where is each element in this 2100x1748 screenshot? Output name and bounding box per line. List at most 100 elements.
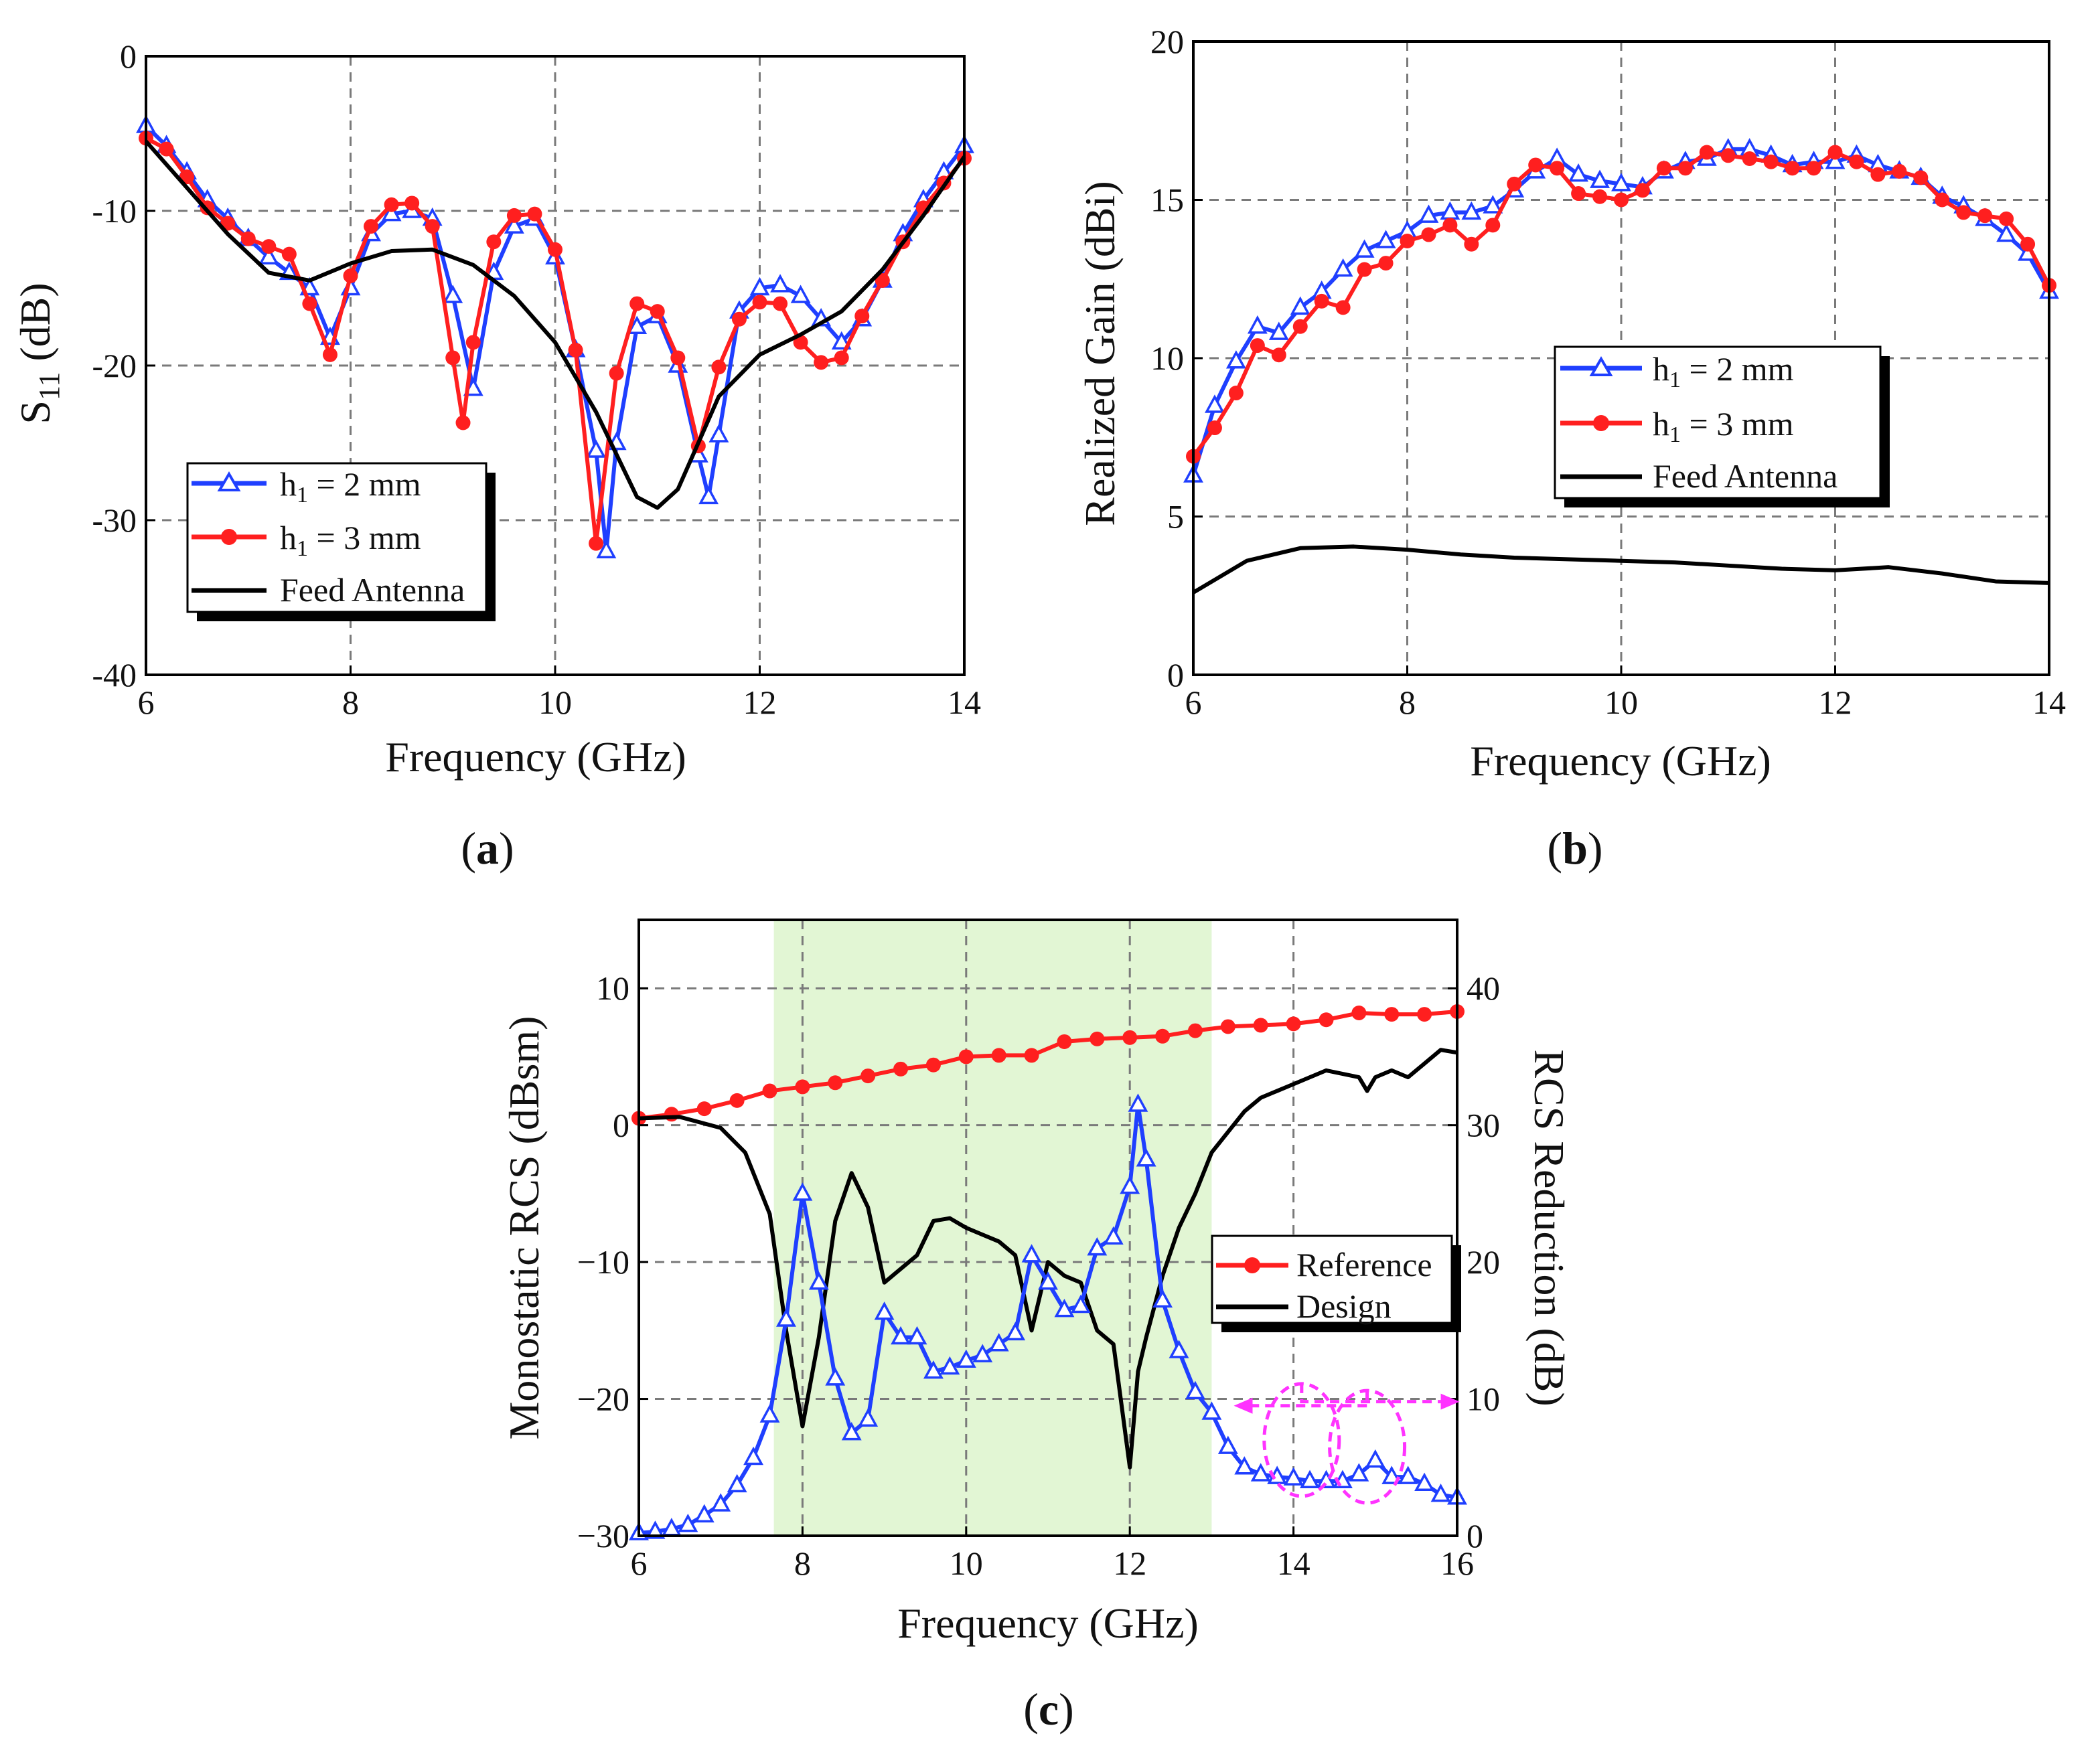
- data-point-h1-3-mm: [343, 268, 358, 284]
- data-point-h1-2-mm: [1590, 169, 1610, 188]
- data-point-h1-2-mm: [504, 215, 524, 234]
- data-point-h1-3-mm: [527, 206, 542, 222]
- x-tick-label: 12: [743, 684, 777, 721]
- y-tick-label: -10: [92, 192, 137, 230]
- x-tick-label: 10: [950, 1544, 983, 1582]
- data-point-h1-3-mm: [589, 536, 604, 551]
- legend-b: h1 = 2 mm h1 = 3 mm Feed Antenna: [1554, 345, 1890, 507]
- data-point-rcs-reduction: [1250, 1463, 1271, 1482]
- series-line-feed-antenna: [1192, 544, 2050, 594]
- data-point-h1-3-mm: [1271, 347, 1286, 363]
- data-point-h1-3-mm: [568, 342, 583, 357]
- annotation-arrowhead: [1233, 1397, 1253, 1414]
- data-point-rcs-reduction: [1169, 1340, 1189, 1358]
- data-point-rcs-reduction: [1054, 1299, 1075, 1318]
- legend-marker-circle-b: [1593, 415, 1609, 431]
- data-point-rcs-reduction: [1398, 1465, 1418, 1484]
- data-point-h1-3-mm: [1207, 420, 1222, 436]
- data-point-rcs-reduction: [1381, 1465, 1402, 1484]
- data-point-rcs-reduction: [1430, 1484, 1451, 1502]
- data-point-h1-3-mm: [854, 309, 870, 324]
- data-point-rcs-reduction: [1136, 1148, 1156, 1167]
- annotation-arrow-line: [1300, 1383, 1441, 1404]
- x-axis-label-b: Frequency (GHz): [1470, 737, 1771, 785]
- series-a: [136, 114, 974, 558]
- data-point-h1-3-mm: [1421, 227, 1436, 242]
- data-point-rcs-reduction: [1005, 1322, 1026, 1341]
- annotation-arrowhead: [1440, 1393, 1460, 1410]
- y-right-tick-label: 20: [1467, 1243, 1500, 1281]
- data-point-reference: [893, 1061, 909, 1077]
- series-line-feed-antenna: [144, 140, 966, 510]
- data-point-h1-3-mm: [548, 242, 562, 257]
- legend-a: h1 = 2 mm h1 = 3 mm Feed Antenna: [186, 462, 496, 621]
- data-point-h1-3-mm: [1870, 167, 1886, 182]
- data-point-reference: [1351, 1006, 1367, 1021]
- data-point-h1-3-mm: [650, 304, 665, 319]
- data-point-rcs-reduction: [1152, 1289, 1173, 1308]
- x-tick-label: 10: [1604, 684, 1638, 721]
- data-point-h1-2-mm: [1825, 151, 1846, 169]
- data-point-h1-3-mm: [1400, 233, 1415, 248]
- legend-label-feed-antenna-a: Feed Antenna: [280, 571, 465, 609]
- data-point-h1-2-mm: [1568, 163, 1589, 182]
- y-right-tick-label: 40: [1467, 969, 1500, 1007]
- data-point-reference: [991, 1048, 1006, 1063]
- y-tick-label: -30: [92, 501, 137, 539]
- data-point-rcs-reduction: [858, 1408, 879, 1427]
- data-point-reference: [795, 1079, 810, 1095]
- data-point-h1-3-mm: [814, 355, 829, 370]
- data-point-h1-3-mm: [1292, 319, 1308, 334]
- grid-a: [146, 56, 964, 675]
- data-point-rcs-reduction: [1038, 1271, 1058, 1290]
- data-point-h1-3-mm: [1785, 161, 1800, 176]
- y-tick-label: 10: [596, 969, 629, 1007]
- y-right-tick-label: 0: [1467, 1517, 1483, 1555]
- data-point-h1-3-mm: [1550, 161, 1565, 176]
- data-point-reference: [860, 1068, 876, 1084]
- data-point-rcs-reduction: [907, 1326, 927, 1345]
- data-point-h1-2-mm: [1268, 321, 1289, 340]
- data-point-h1-2-mm: [770, 274, 790, 293]
- data-point-h1-3-mm: [1913, 170, 1929, 185]
- series-line-design: [638, 1048, 1458, 1469]
- data-point-h1-3-mm: [793, 335, 808, 350]
- data-point-h1-2-mm: [1225, 350, 1246, 369]
- data-point-rcs-reduction: [841, 1422, 862, 1441]
- data-point-rcs-reduction: [891, 1326, 911, 1345]
- x-tick-label: 6: [1185, 684, 1202, 721]
- data-point-h1-3-mm: [281, 246, 297, 262]
- data-point-rcs-reduction: [792, 1182, 813, 1201]
- y-tick-label: −20: [577, 1380, 629, 1418]
- legend-label-design-c: Design: [1296, 1287, 1392, 1325]
- data-point-h1-3-mm: [1485, 218, 1501, 233]
- data-point-h1-3-mm: [240, 231, 256, 246]
- data-point-h1-2-mm: [831, 331, 852, 350]
- data-point-h1-3-mm: [1314, 293, 1329, 309]
- data-point-reference: [696, 1101, 712, 1117]
- data-point-rcs-reduction: [874, 1301, 895, 1320]
- y-tick-label: -40: [92, 656, 137, 694]
- data-point-reference: [925, 1057, 941, 1072]
- data-point-h1-2-mm: [258, 246, 279, 265]
- data-point-h1-3-mm: [711, 360, 727, 375]
- data-point-h1-3-mm: [1849, 154, 1864, 169]
- data-point-h1-3-mm: [1763, 154, 1779, 169]
- data-point-h1-3-mm: [731, 311, 747, 327]
- x-tick-label: 16: [1440, 1544, 1474, 1582]
- x-tick-label: 12: [1113, 1544, 1146, 1582]
- y-tick-label: 0: [613, 1107, 629, 1144]
- panel-c: 6 8 10 12 14 16 10 0 −10 −20 −30 0 10 20 30 40 Frequenc…: [500, 919, 1573, 1735]
- data-point-h1-3-mm: [1528, 157, 1544, 173]
- data-point-h1-3-mm: [1571, 186, 1586, 202]
- data-point-h1-3-mm: [1999, 211, 2014, 226]
- x-tick-label: 12: [1819, 684, 1852, 721]
- x-tick-label: 14: [2032, 684, 2066, 721]
- y-tick-label: −30: [577, 1517, 629, 1555]
- data-point-h1-2-mm: [749, 276, 770, 296]
- x-tick-label: 10: [538, 684, 572, 721]
- data-point-reference: [1253, 1018, 1268, 1033]
- annotation-arrow-line: [1252, 1391, 1369, 1408]
- data-point-h1-2-mm: [627, 315, 648, 334]
